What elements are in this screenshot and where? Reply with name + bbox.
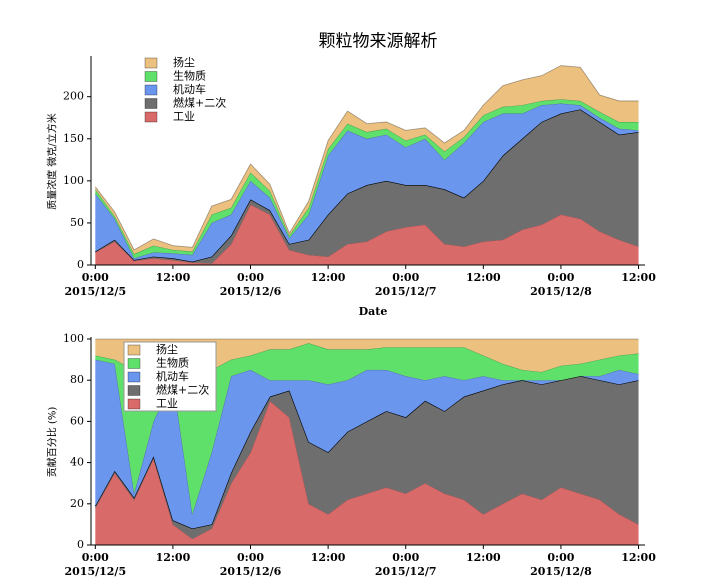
legend-swatch [144,57,158,69]
legend-swatch [144,71,158,82]
y-tick-label: 100 [63,174,84,187]
x-date-label: 2015/12/5 [64,565,126,578]
area-edge [94,65,639,251]
area [95,343,639,515]
x-tick-label: 12:00 [466,551,501,564]
x-tick-label: 12:00 [156,551,191,564]
x-tick-label: 0:00 [82,551,109,564]
y-tick-label: 20 [70,497,84,510]
area [95,376,639,539]
y-tick-label: 0 [77,258,84,271]
y-tick-label: 100 [63,332,84,345]
x-tick-label: 12:00 [311,551,346,564]
y-tick-label: 0 [77,538,84,551]
area [95,359,639,529]
y-axis-label: 质量浓度 微克/立方米 [46,113,59,210]
x-tick-label: 12:00 [621,551,656,564]
legend-swatch [127,371,141,383]
legend-swatch [144,98,158,109]
x-date-label: 2015/12/7 [375,565,437,578]
legend-label: 工业 [156,397,178,410]
area [95,65,639,255]
y-tick-label: 200 [63,90,84,103]
x-tick-label: 12:00 [466,271,501,284]
y-tick-label: 40 [70,456,84,469]
legend-swatch [144,111,158,123]
legend-swatch [127,358,141,369]
x-date-label: 2015/12/5 [64,285,126,298]
y-tick-label: 50 [70,216,84,229]
legend-label: 生物质 [173,69,206,83]
x-date-label: 2015/12/8 [530,565,592,578]
legend-label: 机动车 [173,82,206,96]
x-tick-label: 0:00 [547,551,574,564]
legend-swatch [144,84,158,96]
x-tick-label: 0:00 [392,551,419,564]
area [95,400,639,545]
legend-label: 机动车 [156,369,189,383]
x-date-label: 2015/12/8 [530,285,592,298]
x-tick-label: 0:00 [237,271,264,284]
legend-swatch [127,385,141,396]
legend-label: 燃煤+二次 [173,96,226,110]
legend-swatch [127,344,141,356]
x-date-label: 2015/12/6 [220,285,282,298]
x-tick-label: 0:00 [392,271,419,284]
x-tick-label: 12:00 [156,271,191,284]
y-axis-label: 贡献百分比 (%) [46,407,59,478]
x-tick-label: 0:00 [547,271,574,284]
area [95,339,639,372]
legend-label: 扬尘 [173,55,195,69]
area [95,109,639,264]
x-tick-label: 0:00 [237,551,264,564]
legend-label: 生物质 [156,356,189,370]
x-axis-label: Date [359,305,388,318]
area [95,204,639,265]
x-tick-label: 12:00 [311,271,346,284]
legend-label: 燃煤+二次 [156,383,209,397]
legend-label: 工业 [173,110,195,123]
legend-swatch [127,398,141,410]
y-tick-label: 150 [63,132,84,145]
x-tick-label: 0:00 [82,271,109,284]
y-tick-label: 60 [70,414,84,427]
x-date-label: 2015/12/6 [220,565,282,578]
x-date-label: 2015/12/7 [375,285,437,298]
chart-title: 颗粒物来源解析 [319,32,438,52]
y-tick-label: 80 [70,373,84,386]
x-tick-label: 12:00 [621,271,656,284]
area [95,103,639,262]
legend-label: 扬尘 [156,342,178,356]
